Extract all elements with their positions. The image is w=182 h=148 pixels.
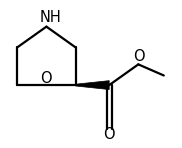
Text: O: O <box>41 71 52 86</box>
Polygon shape <box>76 81 109 90</box>
Text: O: O <box>103 127 115 142</box>
Text: NH: NH <box>40 9 62 25</box>
Text: O: O <box>133 49 145 64</box>
